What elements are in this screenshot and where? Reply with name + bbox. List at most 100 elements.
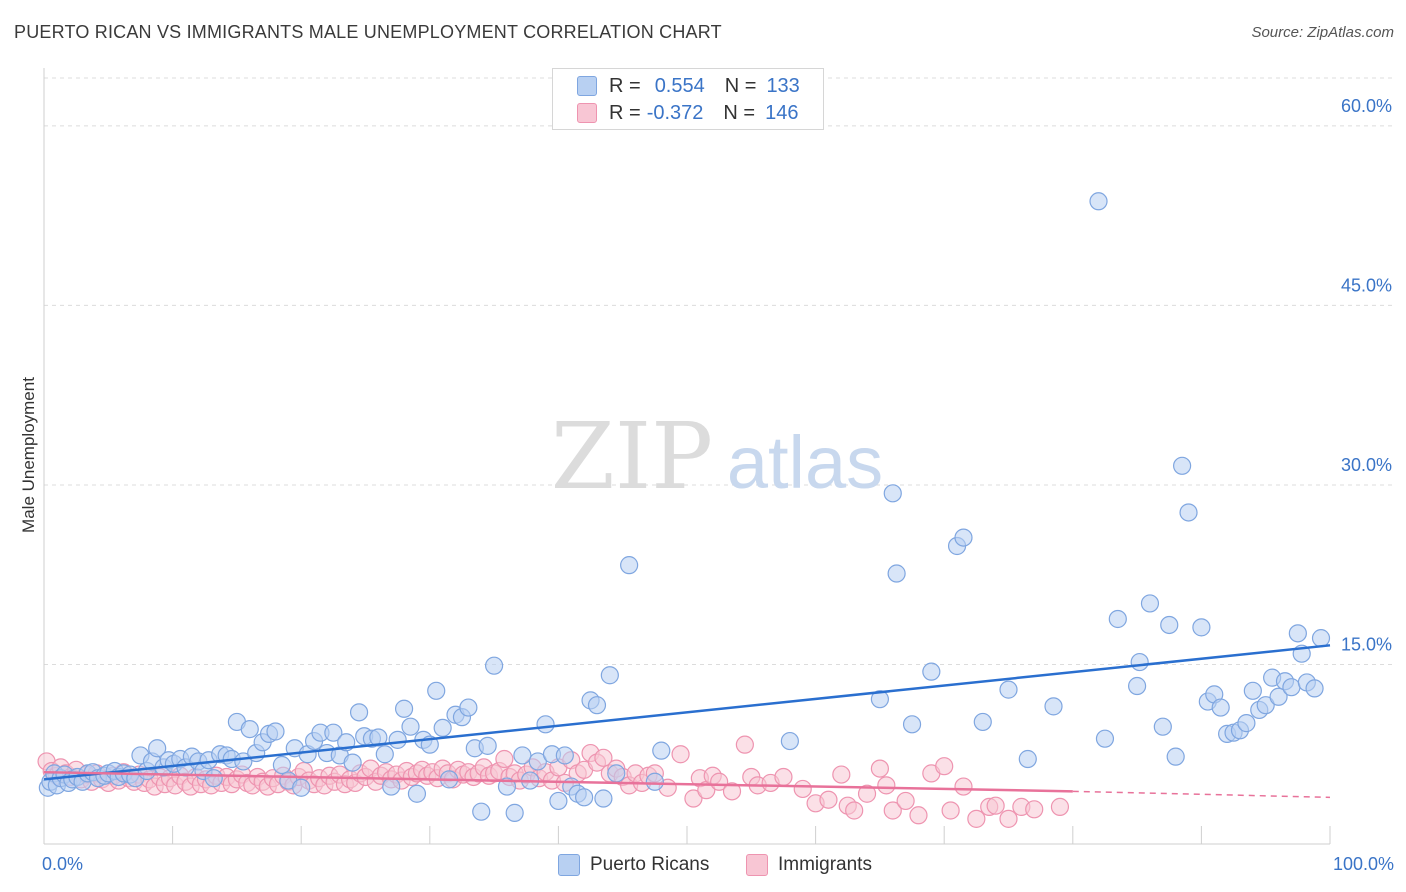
puerto-ricans-point xyxy=(555,746,574,765)
puerto-ricans-point xyxy=(1269,687,1288,706)
puerto-ricans-point xyxy=(922,662,941,681)
immigrants-trend-line xyxy=(43,770,1073,793)
puerto-ricans-point xyxy=(883,484,902,503)
bottom-legend-label: Puerto Ricans xyxy=(590,854,710,875)
puerto-ricans-point xyxy=(528,752,547,771)
immigrants-point xyxy=(896,791,915,811)
puerto-ricans-point xyxy=(1237,714,1256,733)
puerto-ricans-point xyxy=(1160,615,1179,635)
puerto-ricans-point xyxy=(349,703,369,722)
puerto-ricans-point xyxy=(394,699,414,718)
immigrants-point xyxy=(774,767,793,787)
bottom-legend-immigrants: Immigrants xyxy=(746,852,872,878)
puerto-ricans-point xyxy=(497,777,517,796)
puerto-ricans-point xyxy=(587,696,607,715)
puerto-ricans-point xyxy=(870,690,890,709)
puerto-ricans-point xyxy=(652,741,671,760)
immigrants-point xyxy=(999,809,1018,828)
immigrants-swatch xyxy=(577,103,597,123)
immigrants-point xyxy=(909,806,928,825)
source-label: Source: ZipAtlas.com xyxy=(1251,24,1394,41)
puerto-ricans-point xyxy=(954,528,973,547)
puerto-ricans-trend-line xyxy=(43,644,1331,781)
puerto-ricans-point xyxy=(1018,749,1037,769)
immigrants-point xyxy=(986,796,1005,815)
legend-r-value-puerto-ricans: 0.554 xyxy=(654,74,705,97)
puerto-ricans-point xyxy=(204,769,223,788)
immigrants-point xyxy=(735,735,754,754)
puerto-ricans-point xyxy=(536,715,555,734)
puerto-ricans-point xyxy=(1288,624,1307,643)
legend-row-puerto-ricans: R = 0.554 N = 133 xyxy=(577,73,800,99)
puerto-ricans-point xyxy=(1089,192,1108,211)
legend-n-value-immigrants: 146 xyxy=(765,101,799,124)
puerto-ricans-point xyxy=(472,802,491,821)
immigrants-point xyxy=(845,801,864,820)
puerto-ricans-point xyxy=(427,681,446,700)
immigrants-point xyxy=(883,801,902,820)
x-tick-label: 100.0% xyxy=(1333,854,1394,874)
puerto-ricans-point xyxy=(645,772,664,791)
puerto-ricans-point xyxy=(1311,629,1331,648)
puerto-ricans-point xyxy=(324,723,343,742)
correlation-legend: R = 0.554 N = 133 R = -0.372 N = 146 xyxy=(552,68,824,130)
puerto-ricans-point xyxy=(1256,696,1275,715)
puerto-ricans-point xyxy=(369,728,388,747)
puerto-ricans-point xyxy=(459,698,478,717)
bottom-legend-puerto-ricans: Puerto Ricans xyxy=(558,852,709,878)
puerto-ricans-point xyxy=(973,712,992,732)
watermark-atlas: atlas xyxy=(727,421,883,504)
puerto-ricans-point xyxy=(292,778,311,797)
y-tick-label: 15.0% xyxy=(1341,634,1392,654)
y-axis-label: Male Unemployment xyxy=(19,377,38,533)
immigrants-swatch xyxy=(746,854,768,876)
puerto-ricans-swatch xyxy=(558,854,580,876)
puerto-ricans-point xyxy=(607,764,626,783)
puerto-ricans-point xyxy=(240,719,259,739)
puerto-ricans-point xyxy=(513,746,532,765)
puerto-ricans-point xyxy=(1127,676,1147,696)
immigrants-point xyxy=(877,776,896,795)
x-tick-label: 0.0% xyxy=(42,854,83,874)
legend-row-immigrants: R = -0.372 N = 146 xyxy=(577,100,798,126)
puerto-ricans-point xyxy=(999,680,1018,699)
immigrants-point xyxy=(941,801,960,820)
puerto-ricans-point xyxy=(1095,729,1115,748)
bottom-legend-label: Immigrants xyxy=(778,854,872,875)
immigrants-point xyxy=(1050,797,1070,816)
immigrants-point xyxy=(857,784,877,803)
puerto-ricans-point xyxy=(575,788,594,807)
puerto-ricans-point xyxy=(407,784,427,803)
puerto-ricans-point xyxy=(1192,618,1211,637)
immigrants-point xyxy=(935,757,954,776)
puerto-ricans-point xyxy=(1305,679,1324,698)
immigrants-trend-extension xyxy=(1072,790,1331,799)
puerto-ricans-point xyxy=(382,777,401,796)
y-tick-label: 30.0% xyxy=(1341,455,1392,475)
immigrants-point xyxy=(671,745,690,764)
legend-n-label: N = xyxy=(724,74,757,97)
y-tick-label: 45.0% xyxy=(1341,275,1392,295)
puerto-ricans-point xyxy=(401,717,420,736)
puerto-ricans-point xyxy=(887,564,906,583)
legend-r-label: R = xyxy=(609,74,641,97)
puerto-ricans-point xyxy=(148,739,167,758)
puerto-ricans-point xyxy=(1130,652,1149,672)
puerto-ricans-point xyxy=(433,718,452,738)
puerto-ricans-point xyxy=(505,803,524,822)
puerto-ricans-point xyxy=(600,666,619,685)
puerto-ricans-point xyxy=(1179,503,1198,522)
y-tick-label: 60.0% xyxy=(1341,96,1392,116)
puerto-ricans-point xyxy=(620,556,639,575)
immigrants-point xyxy=(1025,800,1044,819)
puerto-ricans-point xyxy=(902,715,922,734)
immigrants-point xyxy=(684,789,703,808)
immigrants-point xyxy=(832,765,851,784)
puerto-ricans-point xyxy=(343,753,362,772)
puerto-ricans-point xyxy=(1166,747,1185,766)
puerto-ricans-point xyxy=(594,789,613,808)
puerto-ricans-point xyxy=(485,656,504,675)
immigrants-point xyxy=(954,777,973,796)
puerto-ricans-point xyxy=(272,755,292,775)
puerto-ricans-point xyxy=(266,722,285,741)
